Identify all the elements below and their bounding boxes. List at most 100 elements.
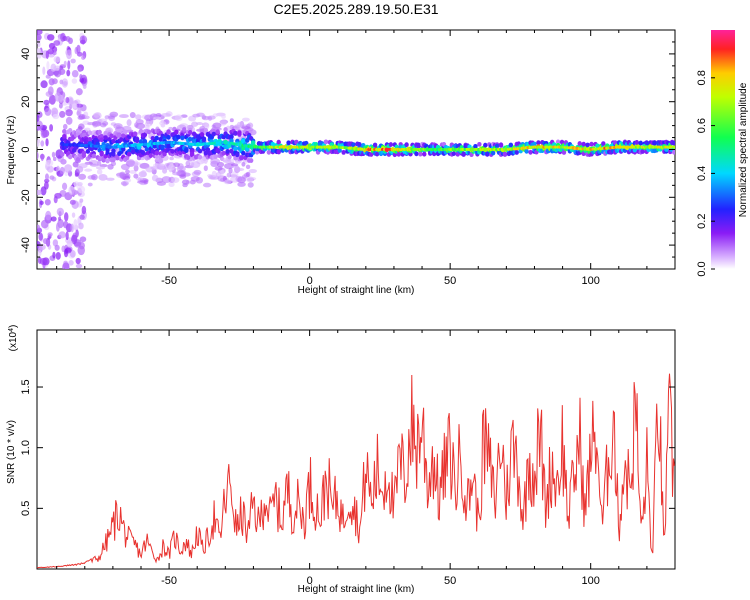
- heatmap-cell: [174, 129, 179, 135]
- heatmap-cell: [239, 155, 244, 161]
- heatmap-cell: [388, 142, 394, 147]
- heatmap-cell: [266, 149, 272, 155]
- heatmap-cell: [105, 158, 110, 164]
- heatmap-cell: [103, 130, 108, 136]
- heatmap-cell: [237, 181, 246, 187]
- heatmap-cell: [502, 151, 508, 157]
- x-tick-label: 50: [444, 575, 456, 587]
- heatmap-cell: [79, 236, 87, 243]
- heatmap-cell: [75, 263, 83, 269]
- heatmap-cell: [104, 115, 110, 120]
- heatmap-cell: [121, 146, 126, 152]
- multiplier-close: ): [8, 325, 19, 328]
- x-tick-label: 100: [582, 275, 600, 287]
- heatmap-cell: [84, 161, 93, 165]
- heatmap-cell: [78, 222, 84, 230]
- heatmap-cell: [235, 167, 245, 172]
- heatmap-cell: [139, 163, 147, 169]
- heatmap-cell: [77, 182, 83, 187]
- heatmap-cell: [490, 150, 496, 156]
- heatmap-cell: [37, 138, 41, 144]
- y-tick-label: 1.5: [20, 379, 32, 394]
- heatmap-cell: [42, 238, 48, 245]
- heatmap-cell: [138, 129, 144, 134]
- heatmap-cell: [168, 126, 173, 131]
- heatmap-cell: [396, 151, 401, 157]
- heatmap-cell: [78, 123, 85, 130]
- heatmap-cell: [107, 163, 114, 170]
- heatmap-cell: [176, 134, 181, 140]
- heatmap-cell: [87, 122, 92, 126]
- heatmap-cell: [44, 198, 51, 206]
- heatmap-cell: [83, 127, 91, 132]
- colorbar-label: Normalized spectral amplitude: [738, 82, 749, 217]
- heatmap-cell: [652, 140, 657, 146]
- heatmap-cell: [59, 79, 64, 85]
- heatmap-cell: [99, 151, 104, 157]
- heatmap-cell: [203, 165, 208, 172]
- heatmap-cell: [37, 30, 43, 35]
- heatmap-cell: [94, 112, 102, 120]
- heatmap-cell: [241, 138, 246, 144]
- heatmap-cell: [221, 114, 226, 119]
- heatmap-cell: [82, 84, 87, 89]
- heatmap-cell: [190, 176, 200, 182]
- bottom-y-multiplier: (x104): [8, 325, 20, 352]
- heatmap-cell: [40, 153, 44, 162]
- heatmap-cell: [524, 148, 529, 154]
- colorbar-ticks: 0.0 0.2 0.4 0.6 0.8: [696, 70, 715, 277]
- heatmap-cell: [416, 143, 421, 149]
- heatmap-cell: [47, 232, 53, 237]
- heatmap-cell: [237, 176, 246, 184]
- heatmap-cell: [73, 181, 79, 187]
- heatmap-cell: [219, 120, 227, 126]
- heatmap-cell: [75, 156, 81, 162]
- heatmap-core: [672, 145, 675, 149]
- heatmap-cell: [161, 176, 172, 183]
- heatmap-cell: [451, 151, 457, 156]
- heatmap-cell: [43, 99, 50, 106]
- heatmap-cell: [245, 176, 254, 183]
- heatmap-cell: [42, 66, 46, 76]
- heatmap-cell: [79, 39, 86, 45]
- heatmap-cell: [40, 80, 48, 89]
- heatmap-cell: [215, 172, 222, 178]
- heatmap-cell: [46, 34, 55, 41]
- snr-series-line: [37, 373, 675, 569]
- top-x-ticks: -50 0 50 100: [56, 30, 676, 287]
- heatmap-cell: [61, 245, 66, 253]
- heatmap-cell: [52, 113, 60, 120]
- heatmap-cell: [37, 47, 41, 53]
- heatmap-cell: [96, 169, 103, 175]
- heatmap-cell: [67, 154, 73, 160]
- heatmap-cell: [191, 161, 201, 169]
- heatmap-cell: [78, 113, 86, 120]
- heatmap-cell: [193, 169, 202, 175]
- colorbar-tick-label: 0.4: [696, 166, 708, 181]
- heatmap-cell: [77, 245, 85, 256]
- colorbar-gradient: [711, 30, 735, 269]
- heatmap-cell: [589, 141, 594, 147]
- heatmap-cell: [87, 182, 93, 187]
- heatmap-cell: [159, 121, 167, 126]
- heatmap-cell: [45, 173, 49, 181]
- heatmap-cell: [185, 160, 191, 167]
- heatmap-cell: [71, 212, 76, 218]
- y-tick-label: 40: [20, 48, 32, 60]
- heatmap-cell: [45, 210, 52, 221]
- heatmap-cell: [532, 141, 537, 147]
- heatmap-cell: [528, 149, 533, 155]
- heatmap-cell: [90, 163, 99, 167]
- heatmap-cell: [197, 154, 203, 160]
- heatmap-cell: [182, 127, 187, 132]
- heatmap-cell: [79, 73, 83, 80]
- heatmap-cell: [62, 133, 67, 139]
- heatmap-cell: [125, 169, 130, 174]
- heatmap-cell: [47, 86, 54, 96]
- heatmap-cell: [53, 56, 61, 63]
- heatmap-cell: [91, 153, 96, 159]
- heatmap-cell: [182, 183, 188, 188]
- heatmap-cell: [126, 159, 136, 166]
- heatmap-cell: [37, 142, 40, 147]
- heatmap-cell: [66, 69, 71, 77]
